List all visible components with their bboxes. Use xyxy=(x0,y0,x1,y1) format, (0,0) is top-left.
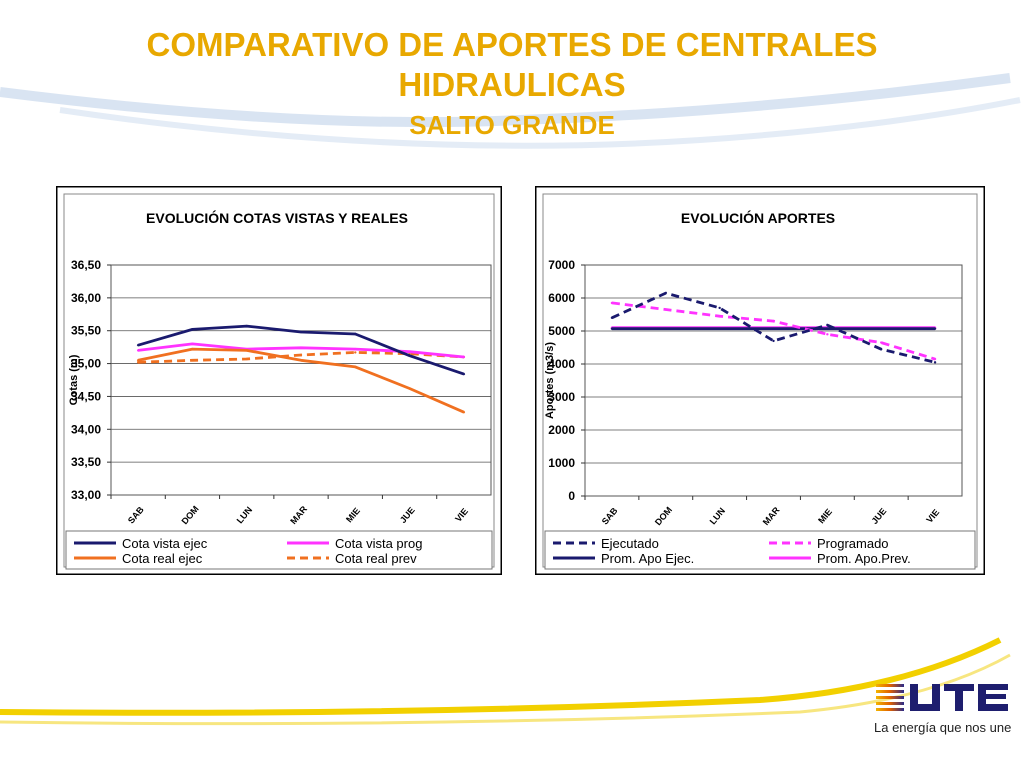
data-point xyxy=(718,306,721,310)
data-point xyxy=(772,339,775,343)
data-point xyxy=(880,327,883,330)
data-point xyxy=(191,342,194,346)
y-tick-label: 1000 xyxy=(548,456,575,470)
data-point xyxy=(462,411,466,414)
y-tick-label: 3000 xyxy=(548,390,575,404)
data-point xyxy=(610,327,614,330)
chart-cotas: EVOLUCIÓN COTAS VISTAS Y REALES 36,50 36,0… xyxy=(56,186,502,575)
ute-logo xyxy=(876,684,1008,711)
y-tick-label: 35,50 xyxy=(71,324,101,338)
data-point xyxy=(462,372,466,376)
y-axis-label: Cotas (m) xyxy=(68,354,80,405)
data-point xyxy=(299,346,303,349)
data-point xyxy=(933,327,937,330)
data-point xyxy=(354,347,357,351)
y-tick-label: 4000 xyxy=(548,357,575,371)
legend-box xyxy=(544,530,976,570)
legend-box xyxy=(65,530,493,570)
page-title-line2: HIDRAULICAS xyxy=(398,66,626,103)
data-point xyxy=(408,350,411,353)
data-point xyxy=(933,357,937,361)
legend-label: Prom. Apo.Prev. xyxy=(817,551,911,566)
data-point xyxy=(664,291,667,295)
data-point xyxy=(880,347,883,351)
data-point xyxy=(136,349,140,352)
data-point xyxy=(826,327,829,330)
y-axis-label: Aportes (m3/s) xyxy=(544,342,556,419)
y-tick-label: 33,50 xyxy=(71,455,101,469)
legend-label: Cota real prev xyxy=(335,551,417,566)
chart-aportes: EVOLUCIÓN APORTES 7000 6000 5000 4000 3000 200… xyxy=(535,186,985,575)
data-point xyxy=(610,301,614,305)
y-tick-label: 5000 xyxy=(548,324,575,338)
data-point xyxy=(880,341,883,344)
data-point xyxy=(191,328,194,331)
data-point xyxy=(136,361,140,364)
data-point xyxy=(245,349,248,352)
data-point xyxy=(299,330,303,334)
y-tick-label: 36,50 xyxy=(71,258,101,272)
y-tick-label: 36,00 xyxy=(71,291,101,305)
y-tick-label: 6000 xyxy=(548,291,575,305)
data-point xyxy=(136,343,140,347)
data-point xyxy=(191,347,194,351)
y-tick-label: 35,00 xyxy=(71,357,101,371)
data-point xyxy=(408,354,411,357)
y-tick-label: 34,50 xyxy=(71,389,101,403)
data-point xyxy=(772,327,775,330)
data-point xyxy=(826,323,829,327)
page-subtitle: SALTO GRANDE xyxy=(409,110,615,140)
legend-label: Ejecutado xyxy=(601,536,659,551)
data-point xyxy=(610,316,614,319)
chart-title: EVOLUCIÓN COTAS VISTAS Y REALES xyxy=(146,209,408,226)
y-tick-label: 7000 xyxy=(548,258,575,272)
data-point xyxy=(191,359,194,362)
data-point xyxy=(245,324,248,328)
data-point xyxy=(718,314,721,318)
data-point xyxy=(772,319,775,323)
page-title-line1: COMPARATIVO DE APORTES DE CENTRALES xyxy=(146,26,878,63)
plot-area xyxy=(110,264,492,496)
data-point xyxy=(408,387,411,390)
legend-label: Prom. Apo Ejec. xyxy=(601,551,694,566)
data-point xyxy=(354,332,357,336)
y-tick-label: 0 xyxy=(568,489,575,503)
plot-area xyxy=(584,264,963,497)
data-point xyxy=(933,361,937,364)
data-point xyxy=(664,327,667,330)
legend-label: Cota vista ejec xyxy=(122,536,208,551)
data-point xyxy=(299,353,303,357)
y-tick-label: 2000 xyxy=(548,423,575,437)
chart-title: EVOLUCIÓN APORTES xyxy=(681,209,835,226)
tagline: La energía que nos une xyxy=(874,720,1012,735)
data-point xyxy=(245,357,248,361)
data-point xyxy=(462,355,466,359)
legend-label: Cota vista prog xyxy=(335,536,422,551)
data-point xyxy=(826,333,829,336)
data-point xyxy=(354,351,357,354)
data-point xyxy=(136,359,140,362)
data-point xyxy=(718,327,721,330)
data-point xyxy=(664,308,667,311)
y-tick-label: 34,00 xyxy=(71,422,101,436)
y-tick-label: 33,00 xyxy=(71,488,101,502)
data-point xyxy=(354,365,357,369)
legend-label: Cota real ejec xyxy=(122,551,203,566)
data-point xyxy=(299,359,303,362)
legend-label: Programado xyxy=(817,536,889,551)
